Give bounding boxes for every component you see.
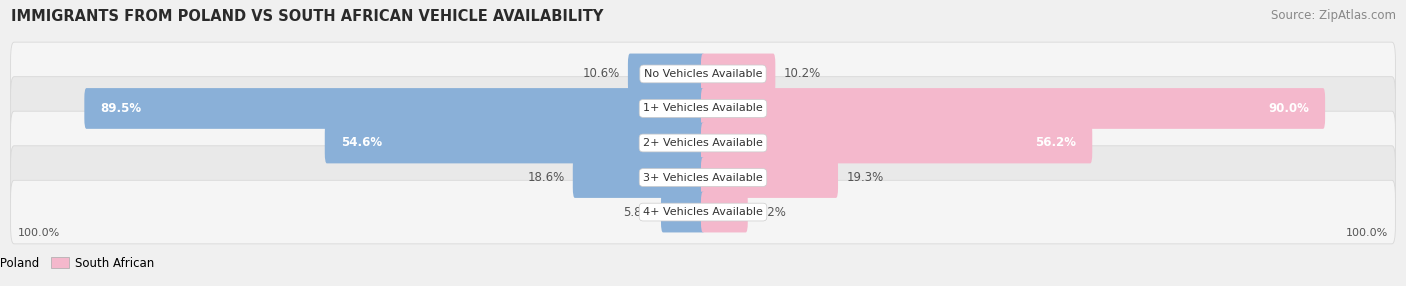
Text: IMMIGRANTS FROM POLAND VS SOUTH AFRICAN VEHICLE AVAILABILITY: IMMIGRANTS FROM POLAND VS SOUTH AFRICAN … — [11, 9, 603, 23]
Text: 100.0%: 100.0% — [17, 229, 59, 239]
FancyBboxPatch shape — [11, 146, 1395, 209]
Text: 90.0%: 90.0% — [1268, 102, 1309, 115]
Text: 10.6%: 10.6% — [582, 67, 620, 80]
Text: 3+ Vehicles Available: 3+ Vehicles Available — [643, 172, 763, 182]
FancyBboxPatch shape — [702, 88, 1324, 129]
Text: 2+ Vehicles Available: 2+ Vehicles Available — [643, 138, 763, 148]
Text: 100.0%: 100.0% — [1347, 229, 1389, 239]
Text: 4+ Vehicles Available: 4+ Vehicles Available — [643, 207, 763, 217]
FancyBboxPatch shape — [11, 111, 1395, 175]
Text: 54.6%: 54.6% — [340, 136, 382, 150]
Text: 56.2%: 56.2% — [1035, 136, 1077, 150]
Legend: Immigrants from Poland, South African: Immigrants from Poland, South African — [0, 252, 159, 274]
FancyBboxPatch shape — [84, 88, 704, 129]
Text: 6.2%: 6.2% — [756, 206, 786, 219]
FancyBboxPatch shape — [325, 123, 704, 163]
FancyBboxPatch shape — [702, 123, 1092, 163]
Text: 1+ Vehicles Available: 1+ Vehicles Available — [643, 104, 763, 114]
Text: Source: ZipAtlas.com: Source: ZipAtlas.com — [1271, 9, 1396, 21]
FancyBboxPatch shape — [702, 53, 775, 94]
Text: No Vehicles Available: No Vehicles Available — [644, 69, 762, 79]
Text: 89.5%: 89.5% — [100, 102, 141, 115]
FancyBboxPatch shape — [11, 180, 1395, 244]
Text: 5.8%: 5.8% — [623, 206, 652, 219]
FancyBboxPatch shape — [702, 157, 838, 198]
FancyBboxPatch shape — [628, 53, 704, 94]
FancyBboxPatch shape — [572, 157, 704, 198]
FancyBboxPatch shape — [11, 77, 1395, 140]
FancyBboxPatch shape — [661, 192, 704, 233]
Text: 10.2%: 10.2% — [783, 67, 821, 80]
Text: 19.3%: 19.3% — [846, 171, 883, 184]
FancyBboxPatch shape — [11, 42, 1395, 106]
FancyBboxPatch shape — [702, 192, 748, 233]
Text: 18.6%: 18.6% — [527, 171, 565, 184]
